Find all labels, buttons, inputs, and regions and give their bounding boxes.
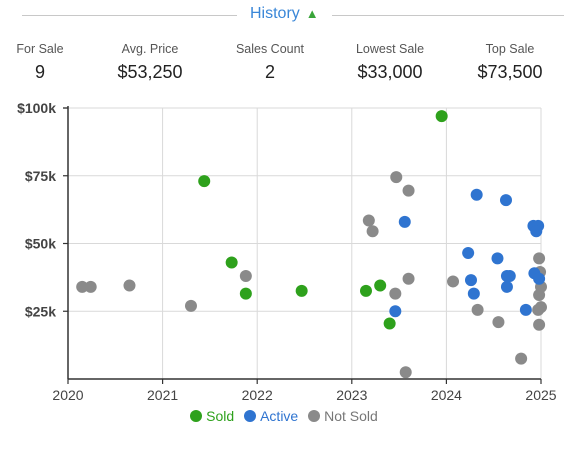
x-tick-label: 2023: [336, 387, 367, 403]
point-sold: [359, 284, 372, 297]
stat-value: $33,000: [357, 62, 423, 82]
legend-label-active: Active: [260, 408, 299, 424]
point-not-sold: [399, 366, 412, 379]
point-not-sold: [515, 352, 528, 365]
legend-dot-sold: [190, 410, 203, 422]
stat-for-sale: For Sale 9: [0, 40, 105, 86]
point-not-sold: [76, 280, 89, 293]
point-active: [503, 270, 516, 283]
point-sold: [225, 256, 238, 269]
point-sold: [435, 110, 448, 123]
y-tick-label: $50k: [25, 236, 56, 252]
point-active: [499, 194, 512, 207]
point-active: [470, 188, 483, 201]
stat-sales-count: Sales Count 2: [205, 40, 335, 86]
point-not-sold: [84, 280, 97, 293]
stat-label: Sales Count: [235, 42, 305, 56]
point-not-sold: [184, 299, 197, 312]
header-divider-right: [332, 15, 564, 16]
x-tick-label: 2025: [525, 387, 556, 403]
history-title-text: History: [250, 5, 300, 22]
point-not-sold: [532, 303, 545, 316]
point-active: [519, 303, 532, 316]
point-active: [530, 225, 543, 238]
point-not-sold: [123, 279, 136, 292]
collapse-arrow-icon: ▲: [305, 6, 319, 21]
point-not-sold: [447, 275, 460, 288]
point-not-sold: [362, 214, 375, 227]
legend-label-not-sold: Not Sold: [324, 408, 378, 424]
point-not-sold: [402, 272, 415, 285]
point-active: [533, 272, 546, 285]
point-sold: [198, 175, 211, 188]
stat-avg-price: Avg. Price $53,250: [85, 40, 215, 86]
x-tick-label: 2024: [431, 387, 462, 403]
stat-value: 2: [264, 62, 275, 82]
x-tick-label: 2020: [52, 387, 83, 403]
point-active: [389, 305, 402, 318]
point-not-sold: [402, 184, 415, 197]
stat-label: Top Sale: [485, 42, 535, 56]
history-toggle[interactable]: History ▲: [250, 5, 319, 23]
legend-label-sold: Sold: [206, 408, 235, 424]
point-sold: [374, 279, 387, 292]
history-scatter-chart: $25k $50k $75k $100k 2020 2021 2022 2023 2024 202…: [17, 100, 557, 403]
stat-label: Lowest Sale: [355, 42, 425, 56]
history-header: History ▲: [0, 0, 568, 30]
chart-legend: Sold Active Not Sold: [0, 408, 568, 424]
point-not-sold: [492, 316, 505, 329]
point-not-sold: [533, 288, 546, 301]
y-tick-label: $100k: [17, 100, 56, 116]
point-active: [464, 274, 477, 287]
header-divider-left: [22, 15, 237, 16]
stat-value: $53,250: [117, 62, 183, 82]
point-not-sold: [366, 225, 379, 238]
stat-value: $73,500: [477, 62, 543, 82]
point-not-sold: [471, 303, 484, 316]
x-tick-label: 2021: [147, 387, 178, 403]
point-not-sold: [239, 270, 252, 283]
stat-label: For Sale: [16, 42, 64, 56]
legend-item-active[interactable]: Active: [244, 408, 298, 424]
stat-value: 9: [34, 62, 45, 82]
point-active: [491, 252, 504, 265]
point-sold: [239, 287, 252, 300]
point-active: [500, 280, 513, 293]
legend-dot-not-sold: [308, 410, 321, 422]
point-sold: [383, 317, 396, 330]
legend-item-not-sold[interactable]: Not Sold: [308, 408, 378, 424]
stat-lowest-sale: Lowest Sale $33,000: [325, 40, 455, 86]
point-active: [467, 287, 480, 300]
point-active: [462, 246, 475, 259]
point-sold: [295, 284, 308, 297]
point-not-sold: [390, 171, 403, 184]
stat-top-sale: Top Sale $73,500: [445, 40, 568, 86]
point-not-sold: [533, 252, 546, 265]
stats-row: For Sale 9 Avg. Price $53,250 Sales Coun…: [0, 40, 568, 90]
point-not-sold: [533, 318, 546, 331]
y-tick-label: $75k: [25, 168, 56, 184]
stat-label: Avg. Price: [121, 42, 179, 56]
x-tick-label: 2022: [242, 387, 273, 403]
point-not-sold: [389, 287, 402, 300]
legend-dot-active: [244, 410, 257, 422]
y-tick-label: $25k: [25, 303, 56, 319]
legend-item-sold[interactable]: Sold: [190, 408, 234, 424]
point-active: [398, 215, 411, 228]
